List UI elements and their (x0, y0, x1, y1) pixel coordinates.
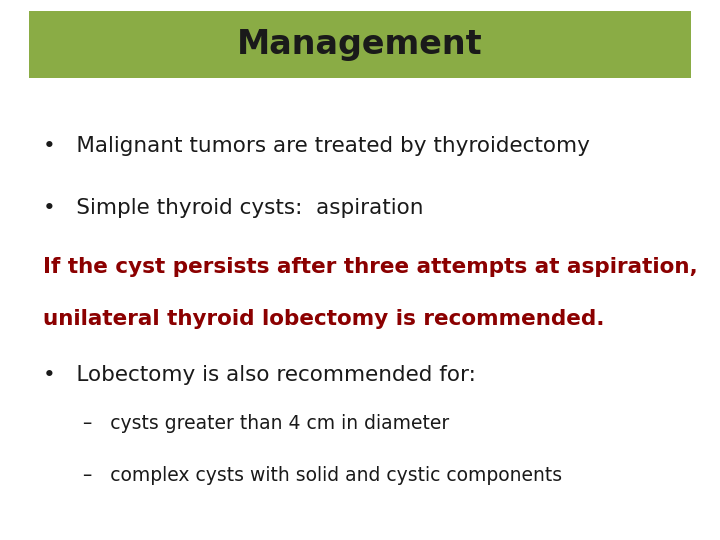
Text: Management: Management (237, 28, 483, 61)
Text: unilateral thyroid lobectomy is recommended.: unilateral thyroid lobectomy is recommen… (43, 308, 605, 329)
FancyBboxPatch shape (29, 11, 691, 78)
Text: –   complex cysts with solid and cystic components: – complex cysts with solid and cystic co… (83, 465, 562, 485)
Text: •   Lobectomy is also recommended for:: • Lobectomy is also recommended for: (43, 365, 476, 386)
Text: If the cyst persists after three attempts at aspiration,: If the cyst persists after three attempt… (43, 257, 698, 278)
Text: –   cysts greater than 4 cm in diameter: – cysts greater than 4 cm in diameter (83, 414, 449, 434)
Text: •   Simple thyroid cysts:  aspiration: • Simple thyroid cysts: aspiration (43, 198, 423, 218)
Text: •   Malignant tumors are treated by thyroidectomy: • Malignant tumors are treated by thyroi… (43, 136, 590, 156)
